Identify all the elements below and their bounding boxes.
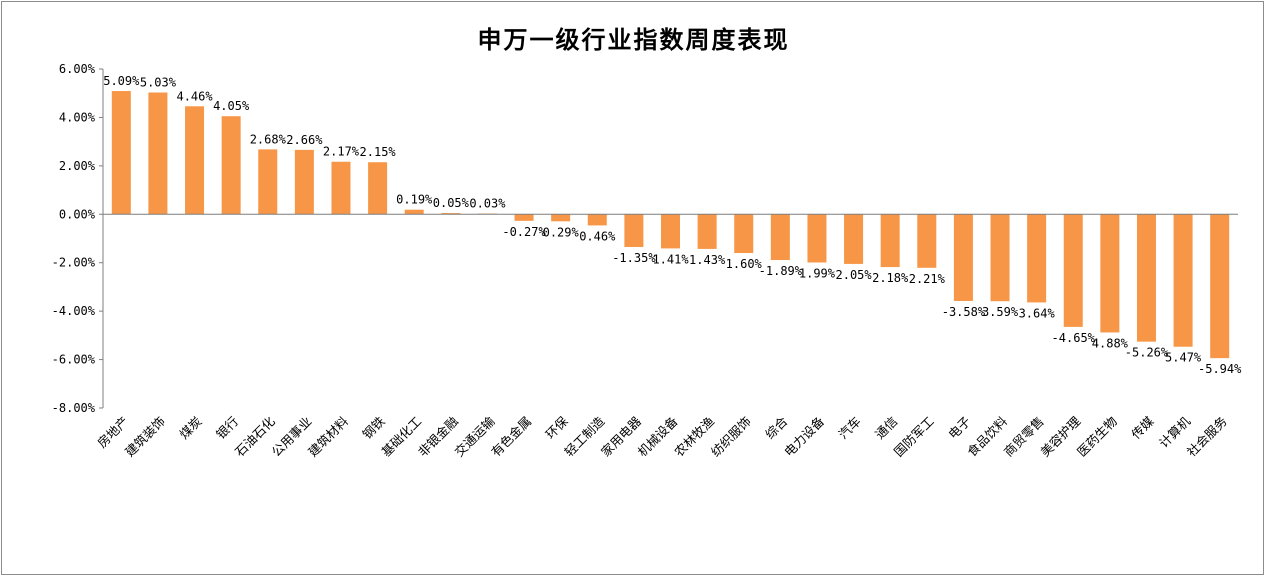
bar xyxy=(844,214,864,264)
bar xyxy=(551,214,571,222)
data-label: 0.05% xyxy=(433,196,470,210)
bar xyxy=(624,214,644,247)
category-label: 电力设备 xyxy=(781,413,827,459)
data-label: 4.05% xyxy=(213,99,250,113)
data-label: 3.59% xyxy=(982,305,1019,319)
category-label: 钢铁 xyxy=(359,413,388,442)
bar xyxy=(185,106,205,215)
y-tick-label: 2.00% xyxy=(59,159,96,173)
data-label: -4.65% xyxy=(1052,331,1096,345)
data-label: -0.27% xyxy=(502,225,546,239)
data-label: 2.68% xyxy=(250,132,287,146)
data-label: 2.18% xyxy=(872,271,909,285)
data-label: 3.64% xyxy=(1019,306,1056,320)
data-label: 2.66% xyxy=(286,133,323,147)
bar xyxy=(1136,214,1156,342)
category-label: 建筑装饰 xyxy=(122,414,168,460)
bar xyxy=(258,149,278,215)
data-label: 5.09% xyxy=(103,74,140,88)
category-label: 医药生物 xyxy=(1074,414,1120,460)
y-tick-label: 6.00% xyxy=(59,62,96,76)
bar xyxy=(697,214,717,249)
category-label: 综合 xyxy=(762,413,791,442)
bar xyxy=(770,214,790,261)
data-label: 4.46% xyxy=(176,89,213,103)
bar xyxy=(514,214,534,221)
data-label: -3.58% xyxy=(942,305,986,319)
bar xyxy=(111,91,131,215)
bar xyxy=(990,214,1010,302)
bar xyxy=(148,92,168,215)
bar xyxy=(1210,214,1230,359)
chart-title: 申万一级行业指数周度表现 xyxy=(477,26,790,54)
data-label: -1.35% xyxy=(612,251,656,265)
bar xyxy=(1173,214,1193,347)
data-label: -5.26% xyxy=(1125,346,1169,360)
category-label: 环保 xyxy=(542,413,571,442)
bar xyxy=(221,116,241,215)
data-label: 4.88% xyxy=(1092,336,1129,350)
data-label: 2.17% xyxy=(323,145,360,159)
category-label: 电子 xyxy=(945,414,973,442)
category-label: 纺织服饰 xyxy=(708,414,754,460)
data-label: 0.46% xyxy=(579,229,616,243)
data-label: -1.89% xyxy=(759,264,803,278)
data-label: -5.94% xyxy=(1198,362,1242,376)
data-label: 5.03% xyxy=(140,75,177,89)
data-label: 2.21% xyxy=(909,272,946,286)
bar xyxy=(661,214,680,249)
category-label: 社会服务 xyxy=(1184,414,1230,460)
category-label: 国防军工 xyxy=(891,414,937,460)
data-label: 1.43% xyxy=(689,253,726,267)
category-label: 通信 xyxy=(872,414,900,442)
data-label: 2.15% xyxy=(360,145,397,159)
bar xyxy=(917,214,937,268)
bar xyxy=(880,214,900,268)
bar xyxy=(1100,214,1120,333)
category-label: 有色金属 xyxy=(488,414,534,460)
bar xyxy=(441,213,461,215)
y-tick-label: 0.00% xyxy=(59,207,96,221)
y-tick-label: -4.00% xyxy=(52,304,96,318)
category-label: 银行 xyxy=(213,414,241,442)
bar xyxy=(331,161,351,215)
y-tick-label: 4.00% xyxy=(59,110,96,124)
bar xyxy=(1027,214,1047,303)
category-label: 建筑材料 xyxy=(305,413,351,459)
category-label: 煤炭 xyxy=(176,414,204,442)
data-label: 0.29% xyxy=(543,225,580,239)
bar xyxy=(368,162,388,215)
bar xyxy=(404,209,424,215)
category-label: 汽车 xyxy=(835,414,863,442)
data-label: 5.47% xyxy=(1165,351,1202,365)
data-label: 1.99% xyxy=(799,266,836,280)
category-label: 传媒 xyxy=(1128,413,1157,442)
y-tick-label: -8.00% xyxy=(52,401,96,415)
data-label: 1.41% xyxy=(652,252,689,266)
bar xyxy=(734,214,754,254)
data-label: 1.60% xyxy=(726,257,763,271)
data-label: 2.05% xyxy=(836,268,873,282)
bar xyxy=(1063,214,1083,327)
bar xyxy=(587,214,607,226)
y-tick-label: -6.00% xyxy=(52,353,96,367)
data-label: 0.03% xyxy=(469,197,506,211)
bar xyxy=(807,214,827,263)
bar xyxy=(953,214,973,301)
data-label: 0.19% xyxy=(396,193,433,207)
bar xyxy=(294,149,314,215)
y-tick-label: -2.00% xyxy=(52,256,96,270)
